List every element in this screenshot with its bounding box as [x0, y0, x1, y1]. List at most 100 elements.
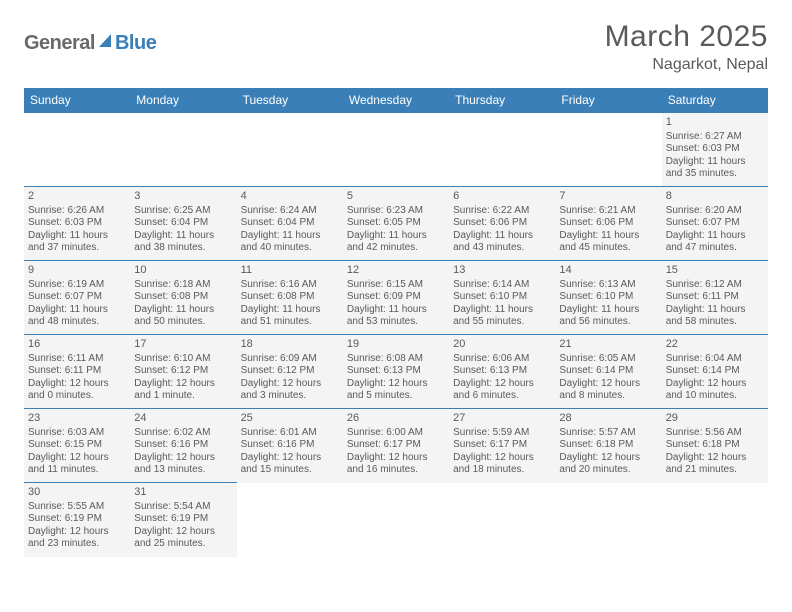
calendar-page: General Blue March 2025 Nagarkot, Nepal …	[0, 0, 792, 577]
calendar-day-cell: 19Sunrise: 6:08 AMSunset: 6:13 PMDayligh…	[343, 335, 449, 409]
day-number: 31	[134, 486, 232, 500]
sunrise-text: Sunrise: 6:27 AM	[666, 131, 764, 144]
sunrise-text: Sunrise: 6:19 AM	[28, 279, 126, 292]
daylight-text: and 25 minutes.	[134, 538, 232, 551]
sunset-text: Sunset: 6:15 PM	[28, 439, 126, 452]
calendar-day-cell: 25Sunrise: 6:01 AMSunset: 6:16 PMDayligh…	[237, 409, 343, 483]
day-number: 20	[453, 338, 551, 352]
daylight-text: Daylight: 11 hours	[347, 304, 445, 317]
daylight-text: Daylight: 11 hours	[666, 304, 764, 317]
sunset-text: Sunset: 6:07 PM	[28, 291, 126, 304]
sunset-text: Sunset: 6:17 PM	[347, 439, 445, 452]
day-number: 26	[347, 412, 445, 426]
sunrise-text: Sunrise: 6:21 AM	[559, 205, 657, 218]
calendar-day-cell: 31Sunrise: 5:54 AMSunset: 6:19 PMDayligh…	[130, 483, 236, 557]
calendar-day-cell: 18Sunrise: 6:09 AMSunset: 6:12 PMDayligh…	[237, 335, 343, 409]
day-number: 22	[666, 338, 764, 352]
sunset-text: Sunset: 6:17 PM	[453, 439, 551, 452]
daylight-text: and 37 minutes.	[28, 242, 126, 255]
calendar-header-row: SundayMondayTuesdayWednesdayThursdayFrid…	[24, 88, 768, 113]
daylight-text: Daylight: 12 hours	[134, 526, 232, 539]
daylight-text: and 11 minutes.	[28, 464, 126, 477]
sunrise-text: Sunrise: 5:54 AM	[134, 501, 232, 514]
sunset-text: Sunset: 6:05 PM	[347, 217, 445, 230]
daylight-text: Daylight: 11 hours	[453, 304, 551, 317]
day-number: 8	[666, 190, 764, 204]
daylight-text: and 3 minutes.	[241, 390, 339, 403]
sunrise-text: Sunrise: 6:00 AM	[347, 427, 445, 440]
calendar-day-cell: 15Sunrise: 6:12 AMSunset: 6:11 PMDayligh…	[662, 261, 768, 335]
day-header: Wednesday	[343, 88, 449, 113]
daylight-text: and 0 minutes.	[28, 390, 126, 403]
calendar-day-cell: 27Sunrise: 5:59 AMSunset: 6:17 PMDayligh…	[449, 409, 555, 483]
day-number: 18	[241, 338, 339, 352]
sunset-text: Sunset: 6:13 PM	[453, 365, 551, 378]
calendar-day-cell: 5Sunrise: 6:23 AMSunset: 6:05 PMDaylight…	[343, 187, 449, 261]
day-number: 10	[134, 264, 232, 278]
day-number: 13	[453, 264, 551, 278]
daylight-text: Daylight: 12 hours	[28, 526, 126, 539]
calendar-empty-cell	[130, 113, 236, 187]
sunset-text: Sunset: 6:18 PM	[559, 439, 657, 452]
sunset-text: Sunset: 6:08 PM	[241, 291, 339, 304]
day-header: Thursday	[449, 88, 555, 113]
daylight-text: and 56 minutes.	[559, 316, 657, 329]
sunrise-text: Sunrise: 6:01 AM	[241, 427, 339, 440]
daylight-text: and 53 minutes.	[347, 316, 445, 329]
month-title: March 2025	[605, 20, 768, 54]
daylight-text: Daylight: 11 hours	[559, 230, 657, 243]
calendar-day-cell: 6Sunrise: 6:22 AMSunset: 6:06 PMDaylight…	[449, 187, 555, 261]
calendar-day-cell: 16Sunrise: 6:11 AMSunset: 6:11 PMDayligh…	[24, 335, 130, 409]
daylight-text: Daylight: 11 hours	[28, 230, 126, 243]
daylight-text: and 18 minutes.	[453, 464, 551, 477]
sunset-text: Sunset: 6:09 PM	[347, 291, 445, 304]
daylight-text: and 50 minutes.	[134, 316, 232, 329]
sunset-text: Sunset: 6:19 PM	[134, 513, 232, 526]
daylight-text: and 13 minutes.	[134, 464, 232, 477]
daylight-text: Daylight: 12 hours	[559, 452, 657, 465]
sunset-text: Sunset: 6:04 PM	[241, 217, 339, 230]
sunrise-text: Sunrise: 6:11 AM	[28, 353, 126, 366]
calendar-empty-cell	[343, 483, 449, 557]
daylight-text: Daylight: 11 hours	[241, 304, 339, 317]
calendar-day-cell: 26Sunrise: 6:00 AMSunset: 6:17 PMDayligh…	[343, 409, 449, 483]
daylight-text: Daylight: 12 hours	[559, 378, 657, 391]
daylight-text: Daylight: 11 hours	[666, 156, 764, 169]
daylight-text: and 16 minutes.	[347, 464, 445, 477]
day-number: 15	[666, 264, 764, 278]
calendar-day-cell: 21Sunrise: 6:05 AMSunset: 6:14 PMDayligh…	[555, 335, 661, 409]
calendar-day-cell: 14Sunrise: 6:13 AMSunset: 6:10 PMDayligh…	[555, 261, 661, 335]
day-number: 11	[241, 264, 339, 278]
calendar-week-row: 16Sunrise: 6:11 AMSunset: 6:11 PMDayligh…	[24, 335, 768, 409]
day-number: 23	[28, 412, 126, 426]
daylight-text: Daylight: 11 hours	[241, 230, 339, 243]
day-number: 24	[134, 412, 232, 426]
sail-icon	[97, 32, 115, 55]
sunset-text: Sunset: 6:10 PM	[559, 291, 657, 304]
daylight-text: Daylight: 12 hours	[453, 452, 551, 465]
daylight-text: and 51 minutes.	[241, 316, 339, 329]
calendar-day-cell: 7Sunrise: 6:21 AMSunset: 6:06 PMDaylight…	[555, 187, 661, 261]
calendar-empty-cell	[555, 483, 661, 557]
sunrise-text: Sunrise: 6:03 AM	[28, 427, 126, 440]
daylight-text: and 1 minute.	[134, 390, 232, 403]
sunrise-text: Sunrise: 6:06 AM	[453, 353, 551, 366]
daylight-text: and 43 minutes.	[453, 242, 551, 255]
day-number: 14	[559, 264, 657, 278]
day-header: Sunday	[24, 88, 130, 113]
daylight-text: Daylight: 12 hours	[453, 378, 551, 391]
daylight-text: and 6 minutes.	[453, 390, 551, 403]
sunrise-text: Sunrise: 6:23 AM	[347, 205, 445, 218]
day-number: 9	[28, 264, 126, 278]
sunrise-text: Sunrise: 6:09 AM	[241, 353, 339, 366]
day-number: 25	[241, 412, 339, 426]
day-header: Friday	[555, 88, 661, 113]
daylight-text: Daylight: 12 hours	[666, 452, 764, 465]
sunset-text: Sunset: 6:07 PM	[666, 217, 764, 230]
day-number: 16	[28, 338, 126, 352]
daylight-text: and 21 minutes.	[666, 464, 764, 477]
daylight-text: Daylight: 12 hours	[134, 378, 232, 391]
calendar-day-cell: 24Sunrise: 6:02 AMSunset: 6:16 PMDayligh…	[130, 409, 236, 483]
calendar-day-cell: 17Sunrise: 6:10 AMSunset: 6:12 PMDayligh…	[130, 335, 236, 409]
day-number: 5	[347, 190, 445, 204]
